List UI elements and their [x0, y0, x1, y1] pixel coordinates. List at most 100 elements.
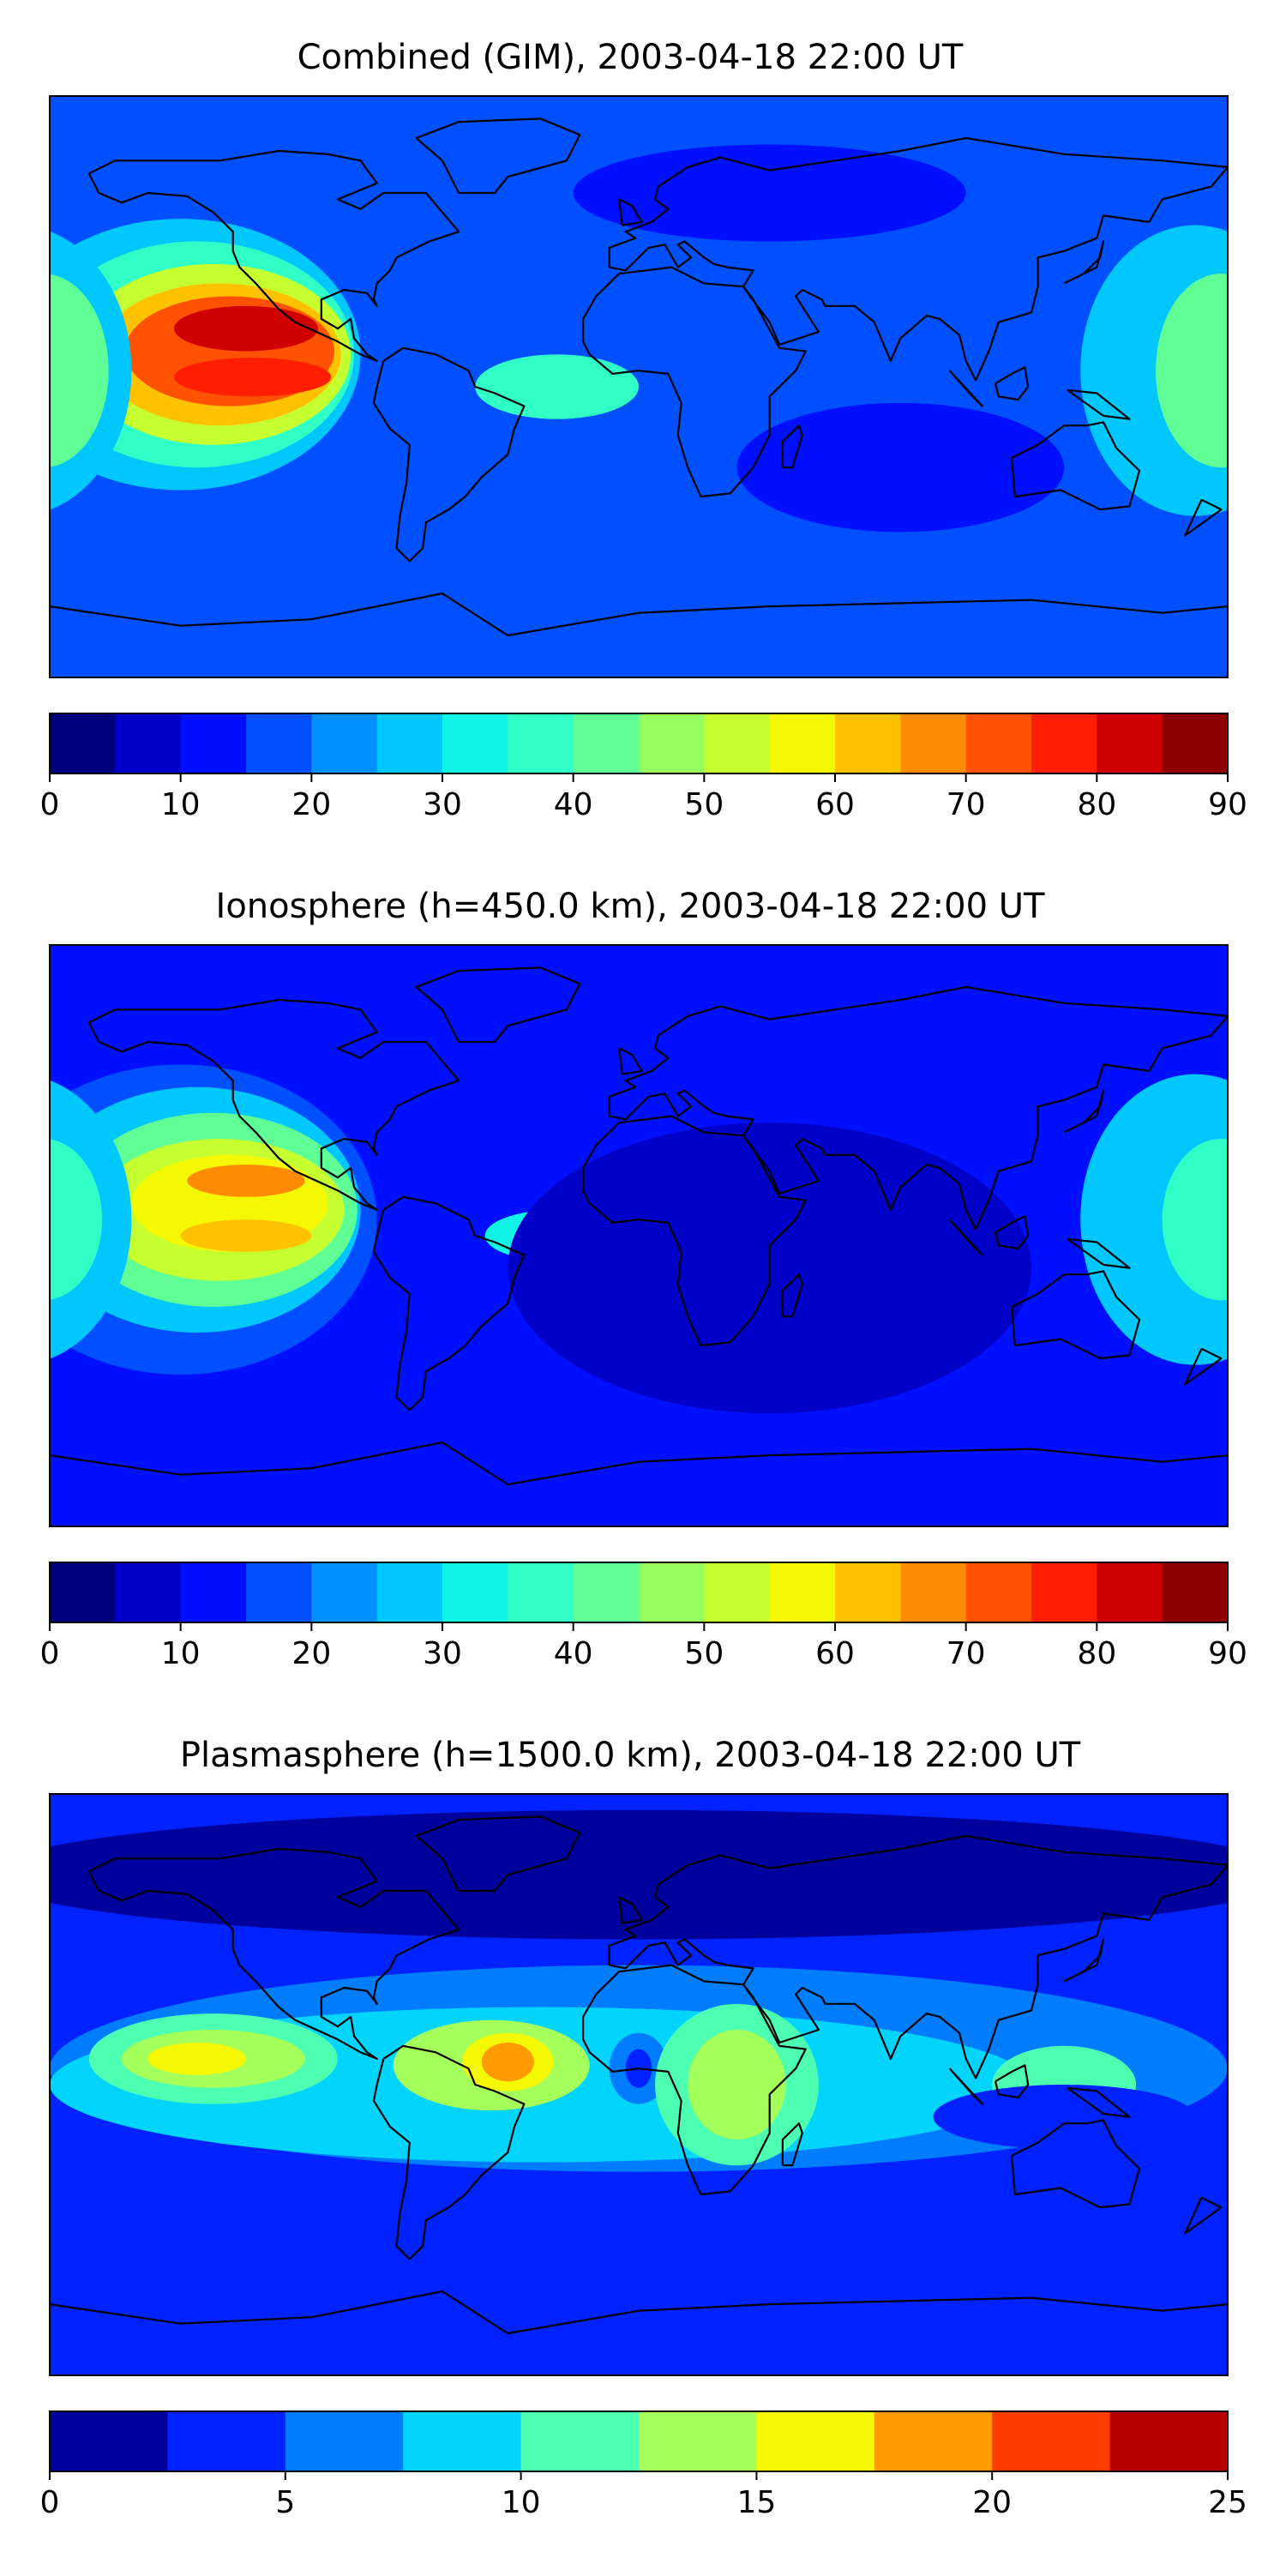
coastline-11	[1063, 1089, 1105, 1134]
colorbar-segment-7	[874, 2411, 993, 2471]
coastline-1	[372, 1195, 526, 1411]
colorbar-segment-14	[965, 1562, 1032, 1622]
contour-region-0	[50, 1809, 1228, 1940]
colorbar-tick-label-5: 50	[684, 787, 724, 822]
panel-1-map	[49, 95, 1229, 678]
coastline-9	[1067, 2086, 1131, 2118]
colorbar-tick-label-1: 10	[161, 1636, 201, 1671]
panel-2-map	[49, 944, 1229, 1527]
panel-3-colorbar: 0 5 10 15 20 25	[40, 2410, 1247, 2520]
contour-region-9-wrap	[50, 274, 109, 467]
colorbar-segment-17	[1162, 1562, 1229, 1622]
coastline-3	[582, 1964, 807, 2196]
colorbar-tick-label-6: 60	[815, 1636, 855, 1671]
colorbar-segment-5	[376, 1562, 443, 1622]
colorbar-segment-3	[403, 2411, 522, 2471]
contour-region-7	[475, 354, 639, 419]
contour-region-12	[688, 2029, 786, 2140]
colorbar-segment-0	[50, 1562, 116, 1622]
colorbar-segment-6	[442, 713, 508, 773]
colorbar-tick-label-5: 50	[684, 1636, 724, 1671]
coastline-10	[618, 1896, 643, 1924]
contour-region-9	[1162, 1139, 1228, 1301]
colorbar-segment-9	[1109, 2411, 1229, 2471]
coastline-5	[1011, 421, 1141, 511]
colorbar-segment-4	[311, 713, 378, 773]
coastline-0	[87, 1847, 460, 2060]
colorbar-segment-1	[167, 2411, 286, 2471]
colorbar-tick-label-0: 0	[40, 2485, 60, 2520]
coastline-1	[372, 346, 526, 563]
colorbar-segment-1	[115, 1562, 182, 1622]
coastlines	[50, 1815, 1228, 2335]
colorbar-frame	[49, 1562, 1229, 1623]
contour-region-5	[174, 305, 318, 352]
coastline-9	[1067, 1237, 1131, 1269]
panel-3-map	[49, 1793, 1229, 2376]
coastline-6	[50, 1441, 1228, 1486]
colorbar-segment-1	[115, 713, 182, 773]
contour-region-5	[147, 2043, 246, 2075]
contour-region-15	[933, 2085, 1195, 2150]
coastline-9	[1067, 388, 1131, 420]
colorbar-segment-12	[835, 713, 901, 773]
colorbar-segment-15	[1031, 1562, 1097, 1622]
colorbar-segment-6	[442, 1562, 508, 1622]
colorbar-segment-16	[1097, 713, 1163, 773]
colorbar-segment-4	[520, 2411, 640, 2471]
contour-region-11	[573, 144, 966, 242]
colorbar-segment-11	[769, 1562, 836, 1622]
coastline-7	[994, 366, 1030, 401]
colorbar-segment-9	[639, 713, 705, 773]
map-frame	[49, 95, 1229, 678]
colorbar-segment-12	[835, 1562, 901, 1622]
coastline-10	[618, 198, 643, 226]
contour-region-9	[1156, 274, 1228, 468]
coastline-3	[582, 266, 807, 498]
colorbar-tick-label-1: 5	[275, 2485, 295, 2520]
coastline-5	[1011, 2119, 1141, 2209]
colorbar-segment-2	[285, 2411, 404, 2471]
contour-region-6	[180, 1219, 312, 1252]
colorbar-tick-label-4: 40	[554, 787, 593, 822]
colorbar-segment-0	[50, 713, 116, 773]
contour-region-6	[174, 358, 332, 397]
colorbar-tick-label-0: 0	[40, 1636, 60, 1671]
coastline-0	[87, 149, 460, 362]
tec-field	[50, 96, 1228, 677]
colorbar-segment-11	[769, 713, 836, 773]
colorbar-tick-label-1: 10	[161, 787, 201, 822]
coastline-2	[415, 1815, 581, 1893]
coastline-12	[781, 424, 803, 469]
coastline-1	[372, 2044, 526, 2260]
contour-region-14	[180, 2194, 901, 2247]
coastline-7	[994, 1215, 1030, 1250]
coastline-13	[1184, 2196, 1223, 2235]
panel-1-title: Combined (GIM), 2003-04-18 22:00 UT	[297, 38, 964, 77]
coastline-5	[1011, 1270, 1141, 1360]
coastline-10	[618, 1047, 643, 1075]
panel-2-colorbar: 0 10 20 30 40 50 60 70 80 90	[40, 1562, 1247, 1671]
coastline-6	[50, 2290, 1228, 2335]
colorbar-tick-label-3: 30	[423, 1636, 462, 1671]
colorbar-segment-4	[311, 1562, 378, 1622]
colorbar-segment-10	[704, 1562, 771, 1622]
coastline-4	[608, 1834, 1228, 2079]
colorbar-segment-8	[992, 2411, 1111, 2471]
colorbar-tick-label-2: 20	[291, 787, 331, 822]
coastline-4	[608, 136, 1228, 382]
coastline-4	[608, 985, 1228, 1231]
colorbar-segment-15	[1031, 713, 1097, 773]
coastlines	[50, 117, 1228, 637]
colorbar-segment-14	[965, 713, 1032, 773]
colorbar-tick-label-5: 25	[1208, 2485, 1247, 2520]
map-frame	[49, 944, 1229, 1527]
colorbar-segment-8	[573, 1562, 640, 1622]
colorbar-tick-label-2: 20	[291, 1636, 331, 1671]
colorbar-segment-7	[508, 713, 574, 773]
contour-region-9-wrap	[50, 1139, 103, 1300]
contour-region-8	[1080, 1074, 1228, 1365]
colorbar-tick-label-8: 80	[1077, 787, 1116, 822]
colorbar-tick-label-6: 60	[815, 787, 855, 822]
colorbar-segment-7	[508, 1562, 574, 1622]
